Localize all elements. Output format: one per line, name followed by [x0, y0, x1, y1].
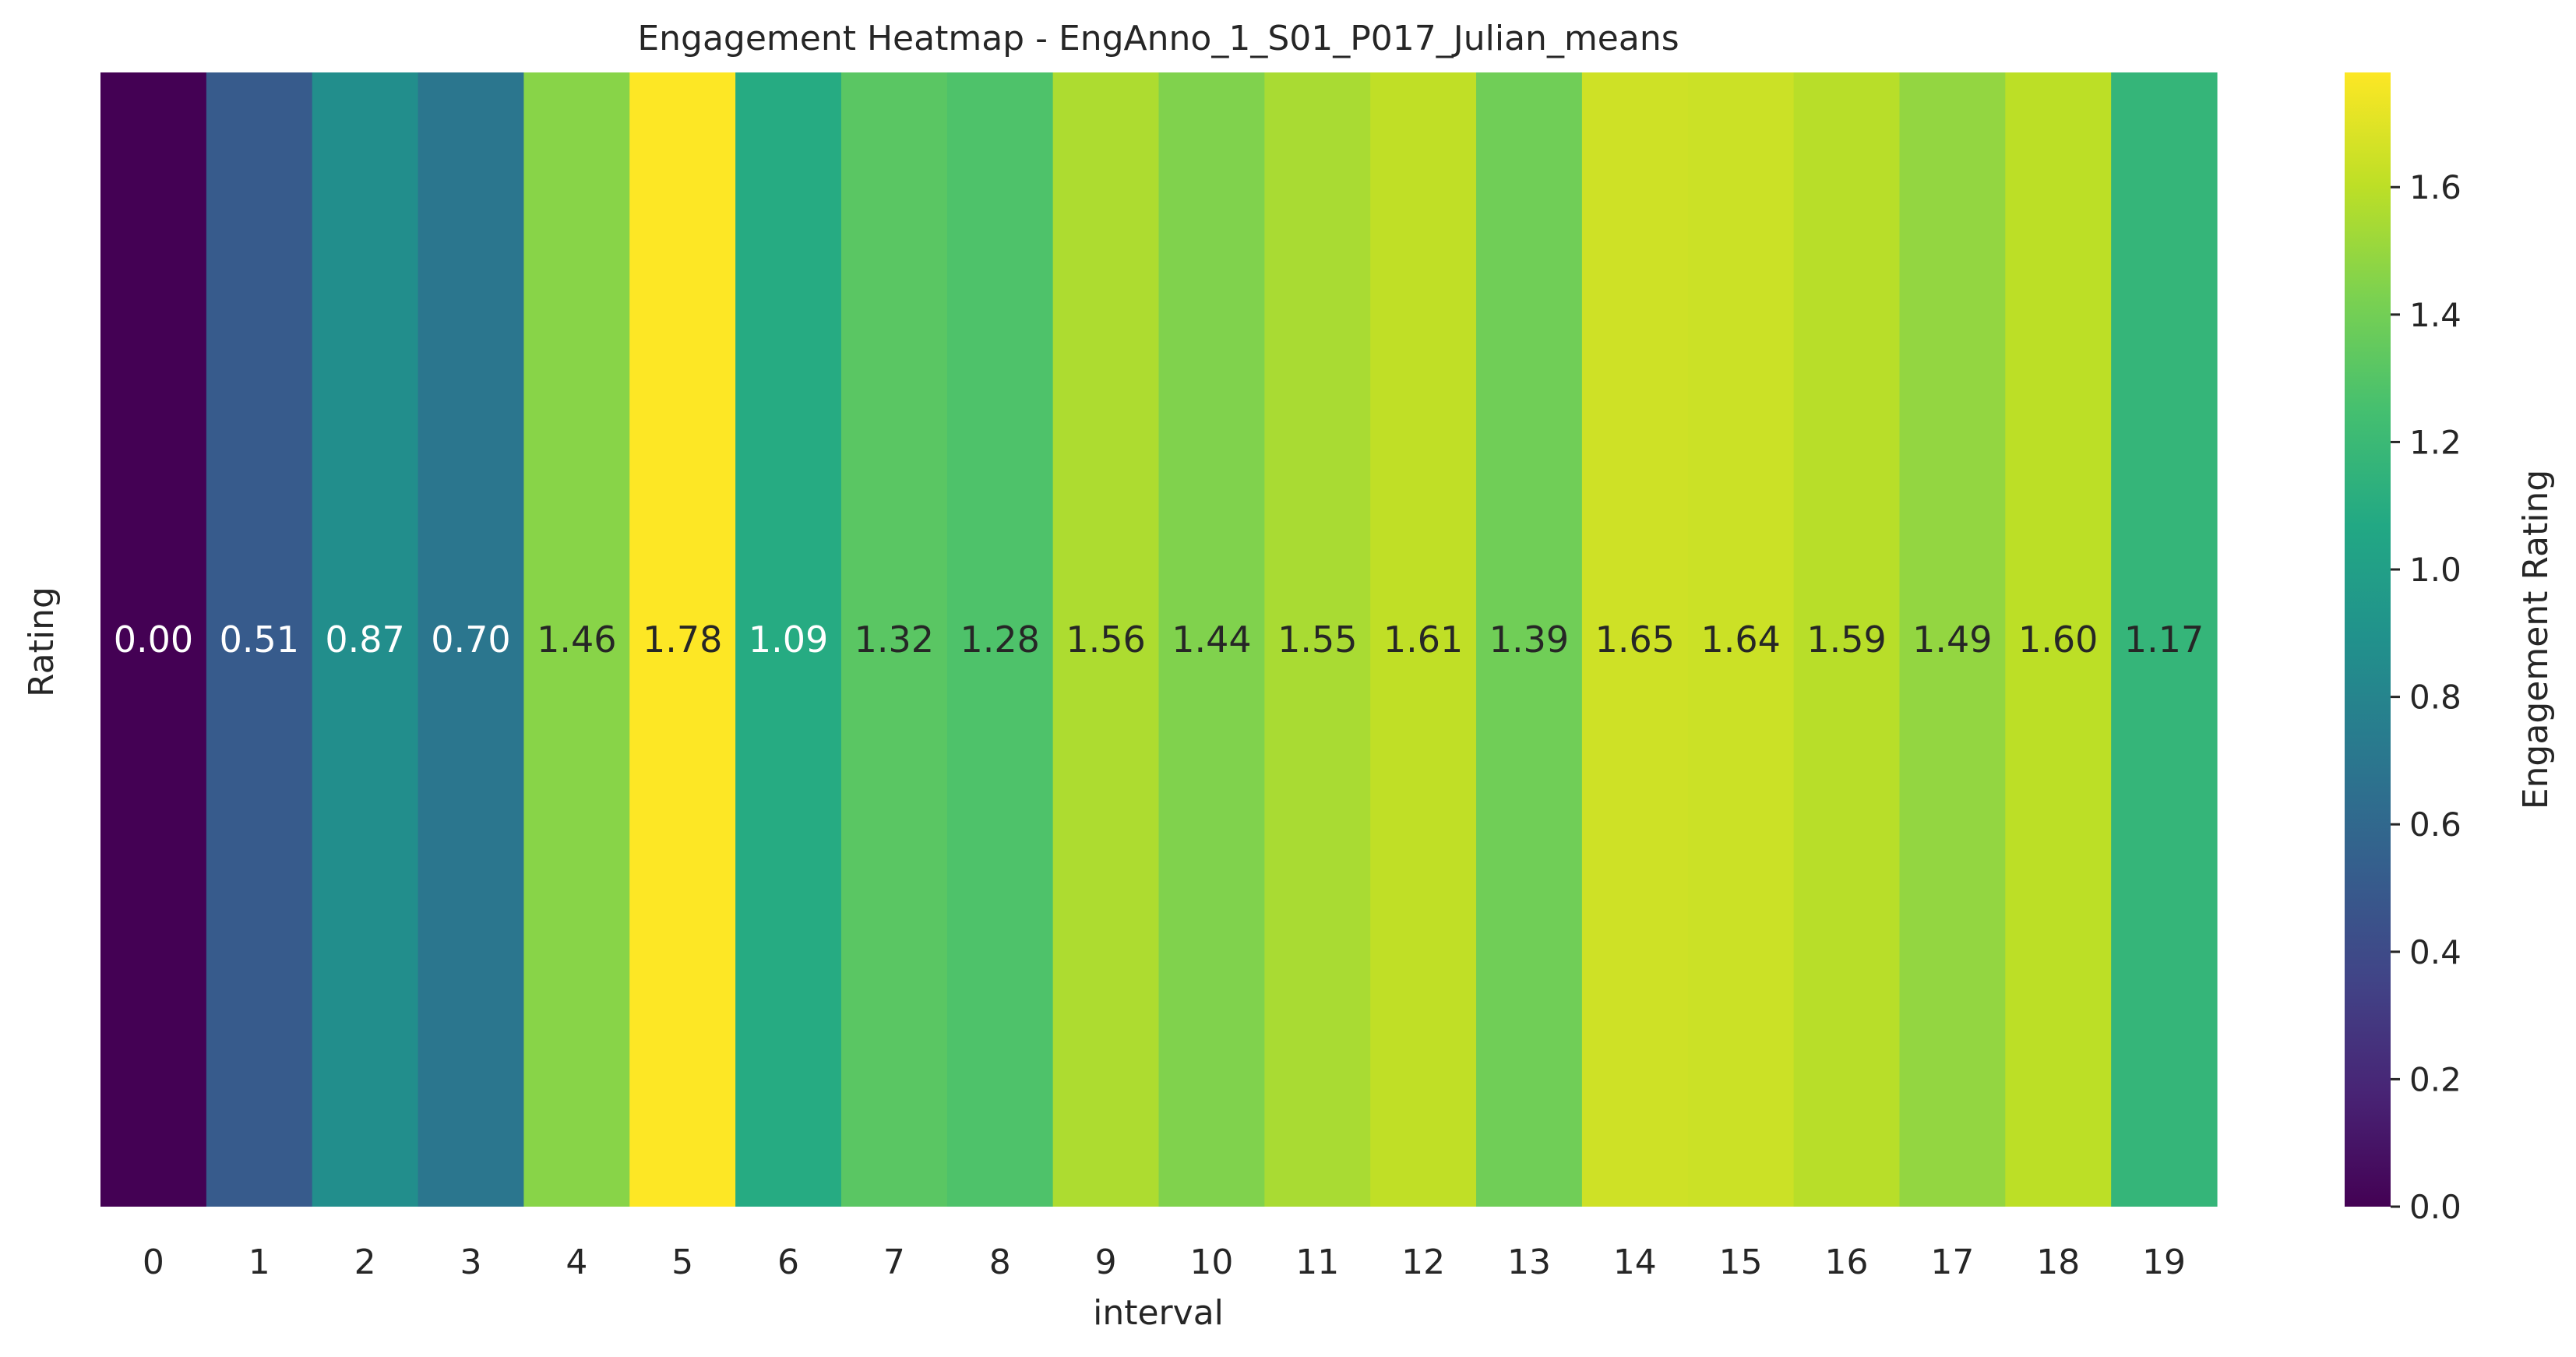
- heatmap-cell: [206, 72, 313, 1207]
- colorbar-tick-label: 1.0: [2409, 551, 2461, 589]
- x-tick-label: 1: [248, 1242, 270, 1282]
- colorbar-tick-label: 0.4: [2409, 933, 2461, 971]
- x-tick-label: 19: [2142, 1242, 2186, 1282]
- x-tick-label: 0: [143, 1242, 164, 1282]
- colorbar-tick-label: 0.8: [2409, 678, 2461, 717]
- x-tick-label: 13: [1507, 1242, 1551, 1282]
- heatmap-cell: [418, 72, 524, 1207]
- x-tick-label: 15: [1719, 1242, 1763, 1282]
- heatmap-cell: [100, 72, 207, 1207]
- colorbar-tick-label: 1.2: [2409, 423, 2461, 461]
- heatmap-cell: [840, 72, 948, 1207]
- cell-value-label: 1.64: [1700, 619, 1780, 661]
- x-tick-label: 12: [1401, 1242, 1445, 1282]
- colorbar-tick-label: 1.4: [2409, 296, 2461, 334]
- cell-value-label: 1.60: [2018, 619, 2098, 661]
- colorbar: [2345, 72, 2391, 1207]
- cell-value-label: 1.65: [1595, 619, 1675, 661]
- cell-value-label: 1.49: [1912, 619, 1992, 661]
- x-tick-label: 5: [671, 1242, 693, 1282]
- x-tick-label: 16: [1825, 1242, 1869, 1282]
- heatmap-cell: [1687, 72, 1795, 1207]
- x-tick-label: 2: [354, 1242, 376, 1282]
- colorbar-tick-label: 0.0: [2409, 1188, 2461, 1226]
- cell-value-label: 1.44: [1172, 619, 1251, 661]
- heatmap-cell: [1370, 72, 1477, 1207]
- x-tick-label: 11: [1295, 1242, 1339, 1282]
- heatmap-cell: [312, 72, 419, 1207]
- cell-value-label: 0.00: [114, 619, 193, 661]
- colorbar-tick-label: 0.2: [2409, 1060, 2461, 1098]
- heatmap-cell: [1581, 72, 1689, 1207]
- x-axis-ticks: 0 1 2 3 4 5 6 7 8 9 10 11 12 13 14 15 16 17 18 19: [143, 1242, 2186, 1282]
- cell-value-label: 0.87: [325, 619, 404, 661]
- cell-value-label: 1.59: [1806, 619, 1886, 661]
- cell-value-label: 1.17: [2124, 619, 2204, 661]
- colorbar-tick-label: 1.6: [2409, 168, 2461, 206]
- x-tick-label: 8: [989, 1242, 1011, 1282]
- x-tick-label: 4: [566, 1242, 587, 1282]
- heatmap-cell: [1899, 72, 2006, 1207]
- heatmap-cell: [946, 72, 1054, 1207]
- cell-value-label: 1.32: [855, 619, 934, 661]
- chart-title: Engagement Heatmap - EngAnno_1_S01_P017_…: [637, 19, 1679, 58]
- cell-value-label: 1.28: [960, 619, 1040, 661]
- cell-value-label: 1.39: [1489, 619, 1569, 661]
- heatmap-cell: [735, 72, 842, 1207]
- x-tick-label: 14: [1613, 1242, 1657, 1282]
- colorbar-tick-label: 0.6: [2409, 805, 2461, 844]
- cell-value-label: 1.46: [537, 619, 616, 661]
- heatmap-cell: [629, 72, 736, 1207]
- y-axis-label: Rating: [22, 587, 62, 697]
- cell-value-label: 1.61: [1383, 619, 1463, 661]
- x-tick-label: 9: [1095, 1242, 1117, 1282]
- colorbar-ticks: 0.0 0.2 0.4 0.6 0.8 1.0 1.2 1.4 1.6: [2391, 168, 2461, 1226]
- heatmap-cell: [1158, 72, 1265, 1207]
- colorbar-label: Engagement Rating: [2516, 470, 2556, 810]
- heatmap-cell: [1264, 72, 1371, 1207]
- heatmap-cell: [1052, 72, 1160, 1207]
- cell-value-label: 1.09: [749, 619, 828, 661]
- heatmap-cell: [1793, 72, 1901, 1207]
- x-tick-label: 7: [883, 1242, 905, 1282]
- x-tick-label: 10: [1189, 1242, 1233, 1282]
- x-axis-label: interval: [1093, 1293, 1224, 1333]
- x-tick-label: 17: [1930, 1242, 1974, 1282]
- heatmap-cell: [2111, 72, 2218, 1207]
- cell-value-label: 0.51: [220, 619, 299, 661]
- x-tick-label: 6: [777, 1242, 799, 1282]
- cell-value-label: 0.70: [431, 619, 510, 661]
- x-tick-label: 3: [460, 1242, 481, 1282]
- heatmap-cells: 0.00 0.51 0.87 0.70 1.46 1.78 1.09 1.32 1.28 1.56…: [100, 72, 2218, 1207]
- heatmap-cell: [1476, 72, 1583, 1207]
- heatmap-cell: [2005, 72, 2112, 1207]
- x-tick-label: 18: [2036, 1242, 2080, 1282]
- heatmap-cell: [523, 72, 630, 1207]
- cell-value-label: 1.78: [643, 619, 722, 661]
- cell-value-label: 1.55: [1277, 619, 1357, 661]
- cell-value-label: 1.56: [1066, 619, 1145, 661]
